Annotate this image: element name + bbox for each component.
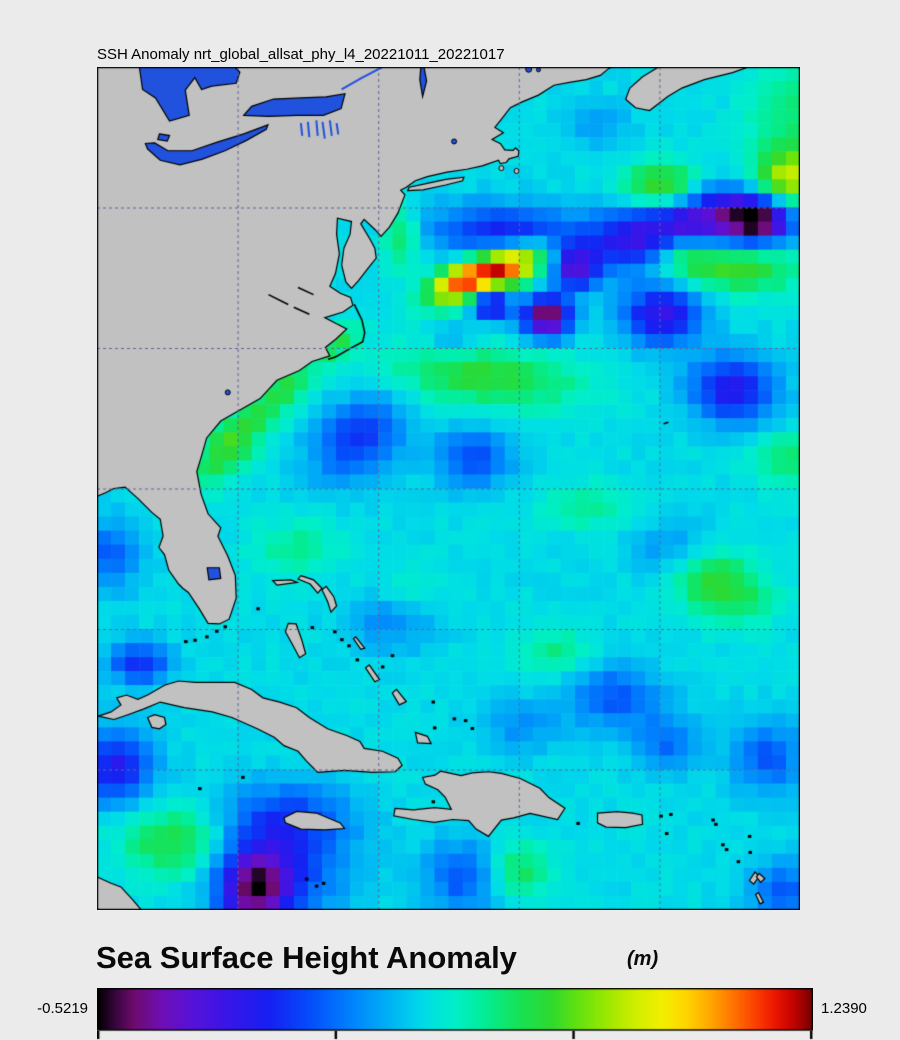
colorbar-min-label: -0.5219 (37, 1000, 88, 1017)
colorbar-units: (m) (627, 948, 659, 970)
colorbar-canvas (97, 988, 813, 1040)
colorbar-max-label: 1.2390 (821, 1000, 867, 1017)
plot-title: SSH Anomaly nrt_global_allsat_phy_l4_202… (97, 46, 505, 63)
colorbar-title: Sea Surface Height Anomaly (96, 940, 517, 975)
ssh-anomaly-map-canvas (97, 67, 800, 910)
